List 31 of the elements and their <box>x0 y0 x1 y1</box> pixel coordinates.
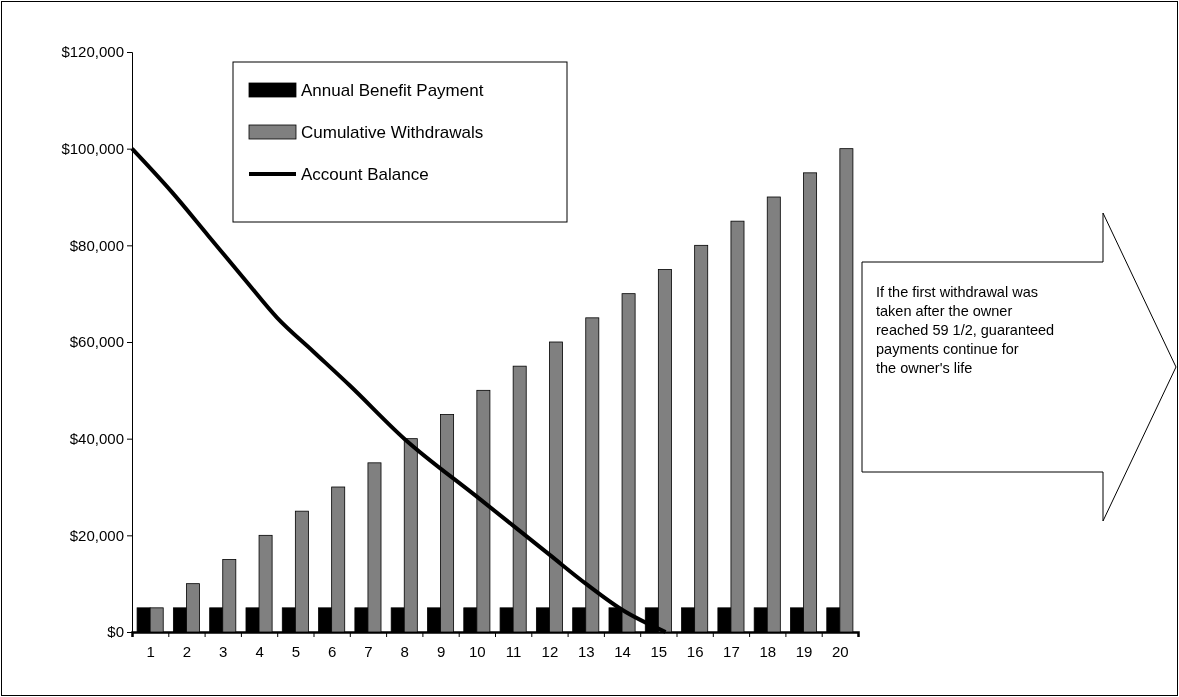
y-tick-label: $60,000 <box>69 333 124 351</box>
x-tick-label: 13 <box>577 642 595 660</box>
legend-label: Cumulative Withdrawals <box>301 123 484 142</box>
x-tick-label: 16 <box>686 642 704 660</box>
x-tick-label: 14 <box>614 642 631 660</box>
y-tick-label: $0 <box>107 623 124 641</box>
y-tick-label: $120,000 <box>61 43 124 61</box>
x-tick-label: 7 <box>364 642 373 660</box>
x-tick-label: 10 <box>469 642 486 660</box>
x-tick-label: 5 <box>291 642 301 660</box>
x-tick-label: 12 <box>541 642 559 660</box>
y-tick-label: $100,000 <box>61 139 124 157</box>
x-tick-label: 4 <box>255 642 264 660</box>
legend-label: Account Balance <box>301 165 429 184</box>
x-tick-label: 19 <box>795 642 813 660</box>
x-tick-label: 17 <box>723 642 740 660</box>
x-tick-label: 20 <box>832 642 849 660</box>
x-tick-label: 15 <box>650 642 668 660</box>
x-tick-label: 1 <box>146 642 155 660</box>
y-tick-label: $80,000 <box>69 236 124 254</box>
x-tick-label: 8 <box>400 642 409 660</box>
x-tick-label: 2 <box>182 642 192 660</box>
x-tick-label: 3 <box>219 642 228 660</box>
x-tick-label: 6 <box>327 642 337 660</box>
x-tick-label: 11 <box>505 642 522 660</box>
text: If the first withdrawal was taken after the owner reached 59 1/2, guaranteed payments continue for the owner's life <box>876 284 1055 376</box>
y-tick-label: $20,000 <box>69 526 124 544</box>
y-tick-label: $40,000 <box>69 429 124 447</box>
x-tick-label: 18 <box>759 642 777 660</box>
legend-label: Annual Benefit Payment <box>301 81 484 100</box>
x-tick-label: 9 <box>436 642 446 660</box>
